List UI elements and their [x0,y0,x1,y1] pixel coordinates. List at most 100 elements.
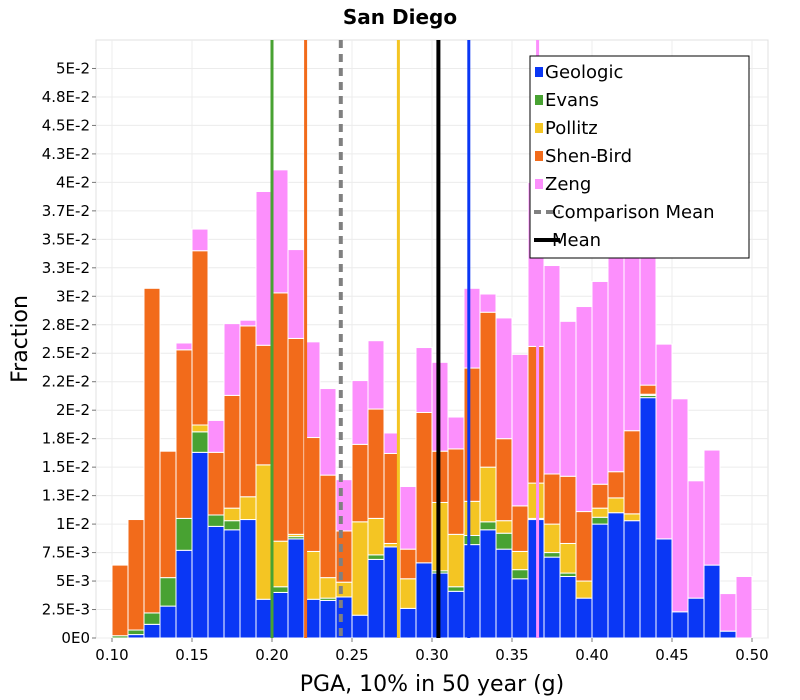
x-tick-label: 0.50 [735,646,768,664]
bar-evans [495,532,513,550]
bar-shen-bird [319,474,337,579]
bar-zeng [719,593,737,632]
bar-zeng [271,169,289,294]
bar-shen-bird [447,448,465,535]
bar-evans [447,586,465,592]
bar-zeng [319,388,337,476]
bar-geologic [719,630,737,639]
bar-evans [223,520,241,531]
bar-geologic [207,525,225,639]
bar-shen-bird [287,337,305,535]
legend-label-evans: Evans [545,90,599,111]
y-tick-label: 3E-2 [56,287,90,305]
bar-zeng [223,323,241,396]
bar-shen-bird [239,325,257,498]
bar-zeng [383,432,401,454]
bar-geologic [287,538,305,639]
x-tick-label: 0.15 [175,646,208,664]
bar-geologic [639,397,657,639]
legend-box [529,55,750,259]
bar-geologic [239,519,257,639]
bar-geologic [527,519,545,639]
bar-shen-bird [127,519,145,631]
bar-shen-bird [223,394,241,509]
bar-pollitz [351,521,369,616]
y-tick-label: 4E-2 [56,173,90,191]
y-tick-label: 7.5E-3 [42,544,90,562]
bar-geologic [447,590,465,639]
bar-pollitz [623,513,641,522]
bar-shen-bird [511,505,529,552]
bar-pollitz [239,496,257,521]
y-tick-label: 5E-2 [56,59,90,77]
bar-geologic [703,564,721,639]
y-tick-label: 2.8E-2 [42,316,90,334]
bar-zeng [399,486,417,550]
legend-swatch-geologic [535,67,543,77]
bar-pollitz [463,500,481,536]
bar-pollitz [559,542,577,574]
bar-geologic [175,549,193,639]
bar-zeng [687,480,705,599]
x-tick-label: 0.10 [95,646,128,664]
bar-pollitz [575,580,593,599]
bar-shen-bird [271,292,289,542]
bar-geologic [575,597,593,639]
bar-pollitz [527,482,545,519]
x-tick-label: 0.20 [255,646,288,664]
bar-pollitz [255,464,273,600]
legend-swatch-pollitz [535,123,543,133]
bar-evans [463,534,481,546]
bar-pollitz [335,581,353,598]
bar-shen-bird [575,511,593,582]
bar-geologic [351,614,369,639]
y-tick-label: 2.5E-2 [42,344,90,362]
bar-evans [127,629,145,636]
bar-pollitz [607,497,625,514]
y-tick-label: 2E-2 [56,401,90,419]
bar-shen-bird [495,438,513,522]
bar-shen-bird [415,411,433,564]
bar-evans [479,521,497,531]
bar-zeng [351,380,369,445]
bar-geologic [463,544,481,639]
bar-geologic [687,597,705,639]
bar-shen-bird [175,349,193,519]
bar-pollitz [271,540,289,588]
bar-shen-bird [543,473,561,525]
bar-evans [143,612,161,625]
bar-geologic [191,451,209,639]
bar-zeng [239,319,257,327]
bars [111,169,753,639]
bar-evans [543,552,561,558]
bar-zeng [575,306,593,513]
bar-zeng [655,343,673,540]
bar-shen-bird [559,475,577,544]
bar-zeng [671,398,689,613]
legend: Geologic Evans Pollitz Shen-Bird Zeng Compari… [529,55,750,259]
bar-geologic [319,599,337,639]
x-tick-label: 0.30 [415,646,448,664]
legend-label-comparison-mean: Comparison Mean [552,202,715,223]
bar-pollitz [399,578,417,609]
y-tick-label: 2.2E-2 [42,373,90,391]
legend-swatch-zeng [535,179,543,189]
bar-zeng [511,353,529,507]
bar-evans [367,554,385,560]
bar-evans [591,516,609,525]
y-tick-label: 2.5E-3 [42,601,90,619]
bar-shen-bird [159,450,177,579]
bar-pollitz [191,424,209,433]
y-axis-ticks: 0E0 2.5E-3 5E-3 7.5E-3 1E-2 1.3E-2 1.5E-2 1.8E-… [42,59,96,647]
bar-evans [191,431,209,453]
bar-geologic [415,562,433,639]
chart-title: San Diego [343,5,457,29]
bar-pollitz [223,507,241,522]
bar-zeng [207,419,225,453]
legend-label-geologic: Geologic [545,62,623,83]
bar-shen-bird [367,408,385,519]
bar-shen-bird [191,250,209,426]
bar-geologic [543,556,561,639]
bar-evans [175,517,193,551]
bar-geologic [159,605,177,639]
